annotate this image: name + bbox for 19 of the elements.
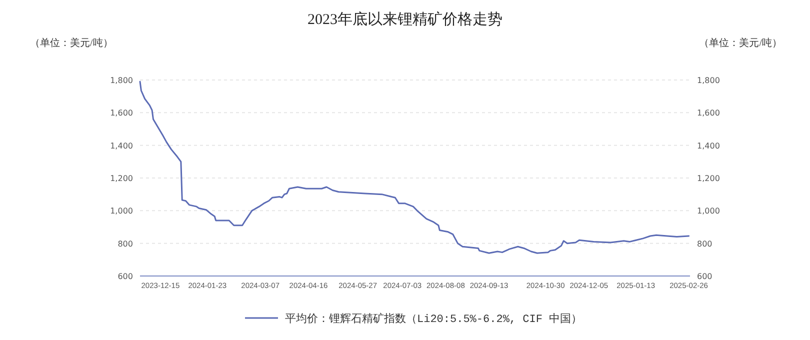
line-series xyxy=(139,80,690,254)
y2-axis-title: （单位：美元/吨） xyxy=(699,37,782,49)
y-tick-label: 1,400 xyxy=(110,141,133,150)
y-tick-label: 1,600 xyxy=(110,108,133,118)
y2-tick-label: 1,600 xyxy=(697,108,720,118)
y2-tick-label: 600 xyxy=(697,272,712,281)
y2-tick-label: 800 xyxy=(697,239,712,248)
chart-title: 2023年底以来锂精矿价格走势 xyxy=(308,11,502,28)
y-tick-label: 1,200 xyxy=(110,174,133,183)
y2-tick-label: 1,000 xyxy=(697,206,720,216)
legend-label: 平均价：锂辉石精矿指数（Li20:5.5%-6.2%, CIF 中国） xyxy=(285,312,582,326)
y2-tick-label: 1,200 xyxy=(697,174,720,183)
y-tick-label: 1,800 xyxy=(110,76,133,85)
y-tick-label: 1,000 xyxy=(110,206,133,216)
y2-tick-label: 1,800 xyxy=(697,76,720,85)
y-tick-label: 800 xyxy=(118,239,133,248)
y-axis-title: （单位：美元/吨） xyxy=(30,37,113,49)
y2-tick-label: 1,400 xyxy=(697,141,720,150)
y-tick-label: 600 xyxy=(118,272,133,281)
